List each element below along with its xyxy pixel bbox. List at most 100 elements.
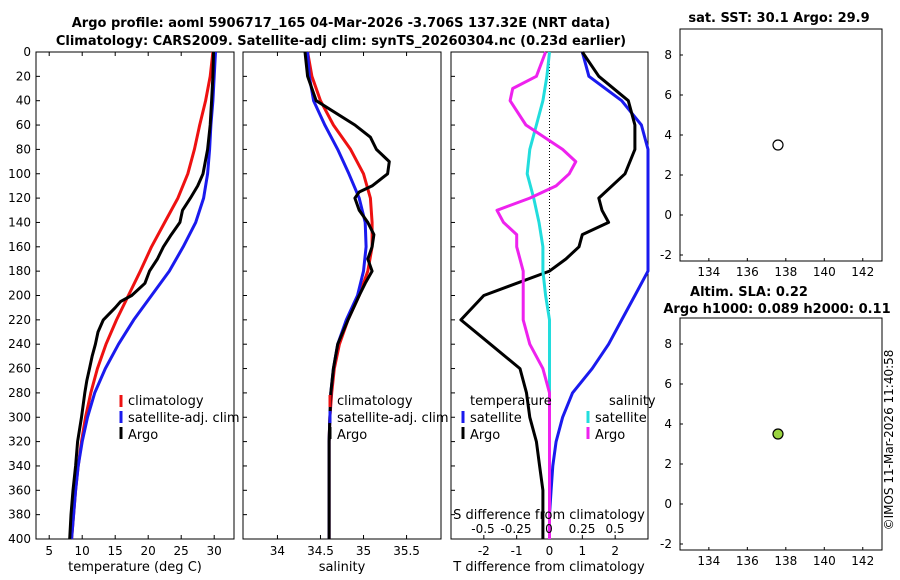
legend-label-t-argo: Argo xyxy=(470,428,500,443)
depth-tick-label: 400 xyxy=(8,532,31,546)
depth-tick-label: 60 xyxy=(16,118,31,132)
legend-label-t-satellite: satellite xyxy=(470,411,522,426)
temperature-xlabel: temperature (deg C) xyxy=(68,560,202,575)
s-tick-label: 0.5 xyxy=(605,522,624,536)
map-y-tick-label: -2 xyxy=(660,537,672,551)
x-tick-label: 5 xyxy=(45,544,53,558)
x-tick-label: -2 xyxy=(478,544,490,558)
salinity-x-axis: 34 34.5 35 35.5 xyxy=(270,52,420,558)
depth-tick-label: 320 xyxy=(8,435,31,449)
s-tick-label: 0 xyxy=(545,522,553,536)
difference-series xyxy=(459,51,650,539)
sst-map-axes: 134 136 138 140 142 -2 0 2 4 6 8 xyxy=(660,48,874,279)
legend-title-salinity: salinity xyxy=(609,394,656,409)
legend-label-satellite: satellite-adj. clim xyxy=(337,411,449,426)
depth-tick-label: 160 xyxy=(8,240,31,254)
map-y-tick-label: 6 xyxy=(664,377,672,391)
x-tick-label: 35 xyxy=(356,544,371,558)
legend-title-temperature: temperature xyxy=(470,394,552,409)
depth-tick-label: 240 xyxy=(8,337,31,351)
s-difference-ticks: -0.5 -0.25 0 0.25 0.5 xyxy=(471,522,624,536)
depth-tick-label: 40 xyxy=(16,94,31,108)
x-tick-label: 10 xyxy=(75,544,90,558)
depth-tick-label: 220 xyxy=(8,313,31,327)
series-salinity-argo xyxy=(495,51,578,539)
x-tick-label: 1 xyxy=(579,544,587,558)
depth-tick-label: 20 xyxy=(16,69,31,83)
legend-label-satellite: satellite-adj. clim xyxy=(128,411,240,426)
legend-label-climatology: climatology xyxy=(337,394,413,409)
x-tick-label: 25 xyxy=(174,544,189,558)
map-y-tick-label: 2 xyxy=(664,457,672,471)
legend-label-s-argo: Argo xyxy=(595,428,625,443)
temperature-axes xyxy=(35,51,235,540)
map-y-tick-label: 0 xyxy=(664,208,672,222)
map-y-tick-label: 8 xyxy=(664,48,672,62)
map-y-tick-label: 4 xyxy=(664,128,672,142)
legend-label-argo: Argo xyxy=(128,428,158,443)
temperature-legend: climatology satellite-adj. clim Argo xyxy=(119,394,240,443)
s-tick-label: 0.25 xyxy=(569,522,596,536)
legend-label-argo: Argo xyxy=(337,428,367,443)
x-tick-label: 34 xyxy=(270,544,285,558)
x-tick-label: 2 xyxy=(611,544,619,558)
imos-watermark: ©IMOS 11-Mar-2026 11:40:58 xyxy=(882,350,896,531)
sla-argo-marker xyxy=(772,428,784,440)
sst-map-title: sat. SST: 30.1 Argo: 29.9 xyxy=(688,11,869,26)
sla-map-subtitle: Argo h1000: 0.089 h2000: 0.11 xyxy=(663,302,890,317)
depth-tick-label: 180 xyxy=(8,264,31,278)
depth-axis: 0 20 40 60 80 100 120 140 160 180 200 220 240 260 280 3… xyxy=(8,45,455,546)
depth-tick-label: 100 xyxy=(8,167,31,181)
x-tick-label: 35.5 xyxy=(393,544,420,558)
map-x-tick-label: 136 xyxy=(736,265,759,279)
depth-tick-label: 360 xyxy=(8,483,31,497)
difference-xlabel: T difference from climatology xyxy=(452,560,645,575)
series-argo xyxy=(303,51,391,539)
s-tick-label: -0.5 xyxy=(471,522,494,536)
sst-argo-marker xyxy=(772,139,784,151)
map-y-tick-label: 2 xyxy=(664,168,672,182)
map-x-tick-label: 138 xyxy=(774,554,797,568)
depth-tick-label: 80 xyxy=(16,142,31,156)
depth-tick-label: 0 xyxy=(23,45,31,59)
s-tick-label: -0.25 xyxy=(500,522,531,536)
legend-label-s-satellite: satellite xyxy=(595,411,647,426)
difference-legend: temperature salinity satellite Argo sate… xyxy=(461,394,656,443)
salinity-series xyxy=(303,51,391,539)
series-temperature-argo xyxy=(459,51,637,539)
depth-tick-label: 280 xyxy=(8,386,31,400)
header-line-2: Climatology: CARS2009. Satellite-adj cli… xyxy=(56,34,626,49)
map-y-tick-label: 6 xyxy=(664,88,672,102)
map-y-tick-label: 0 xyxy=(664,497,672,511)
depth-tick-label: 140 xyxy=(8,215,31,229)
series-argo xyxy=(68,51,215,540)
x-tick-label: 34.5 xyxy=(307,544,334,558)
s-difference-label: S difference from climatology xyxy=(453,508,645,523)
x-tick-label: 30 xyxy=(207,544,222,558)
salinity-axes xyxy=(242,51,442,540)
salinity-xlabel: salinity xyxy=(319,560,366,575)
map-y-tick-label: -2 xyxy=(660,248,672,262)
map-x-tick-label: 140 xyxy=(813,265,836,279)
map-y-tick-label: 4 xyxy=(664,417,672,431)
depth-tick-label: 300 xyxy=(8,410,31,424)
sla-map-axes: 134 136 138 140 142 -2 0 2 4 6 8 xyxy=(660,337,874,568)
map-y-tick-label: 8 xyxy=(664,337,672,351)
depth-tick-label: 380 xyxy=(8,508,31,522)
depth-tick-label: 260 xyxy=(8,362,31,376)
depth-tick-label: 200 xyxy=(8,289,31,303)
depth-tick-label: 120 xyxy=(8,191,31,205)
temperature-series xyxy=(68,51,217,540)
series-temperature-satellite xyxy=(548,51,650,539)
x-tick-label: 15 xyxy=(108,544,123,558)
sst-map-frame xyxy=(679,28,883,262)
header-line-1: Argo profile: aoml 5906717_165 04-Mar-20… xyxy=(72,16,611,31)
map-x-tick-label: 142 xyxy=(851,554,874,568)
depth-tick-label: 340 xyxy=(8,459,31,473)
legend-label-climatology: climatology xyxy=(128,394,204,409)
x-tick-label: 20 xyxy=(141,544,156,558)
map-x-tick-label: 138 xyxy=(774,265,797,279)
map-x-tick-label: 136 xyxy=(736,554,759,568)
sla-map-title: Altim. SLA: 0.22 xyxy=(690,285,808,300)
